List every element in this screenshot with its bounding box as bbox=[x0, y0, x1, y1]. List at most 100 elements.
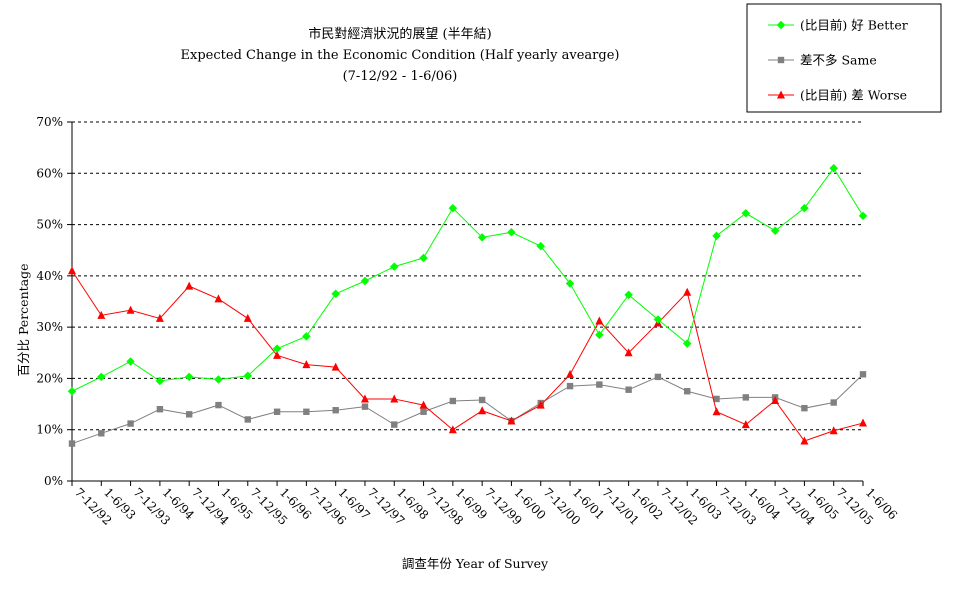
data-point bbox=[566, 382, 574, 390]
data-point bbox=[507, 416, 516, 425]
data-point bbox=[273, 350, 282, 359]
series-line bbox=[71, 167, 864, 392]
legend-label: (比目前) 差 Worse bbox=[800, 88, 907, 103]
y-axis: 0% 10% 20% 30% 40% 50% 60% 70% bbox=[36, 115, 73, 488]
data-point bbox=[185, 411, 193, 418]
data-point bbox=[771, 395, 780, 404]
data-point bbox=[302, 332, 311, 341]
data-point bbox=[448, 425, 457, 434]
y-tick-label: 40% bbox=[36, 269, 63, 283]
data-point bbox=[68, 440, 76, 447]
data-point bbox=[303, 408, 310, 415]
data-point bbox=[596, 381, 603, 388]
data-point bbox=[536, 241, 546, 251]
data-point bbox=[98, 430, 105, 437]
data-point bbox=[155, 376, 165, 386]
data-point bbox=[155, 313, 164, 322]
data-point bbox=[361, 403, 369, 410]
data-point bbox=[214, 375, 223, 384]
chart-subtitle: Expected Change in the Economic Conditio… bbox=[181, 48, 620, 63]
data-point bbox=[829, 163, 839, 173]
data-point bbox=[683, 287, 692, 296]
legend-item: (比目前) 差 Worse bbox=[768, 88, 907, 103]
data-point bbox=[419, 400, 428, 409]
data-point bbox=[185, 281, 194, 290]
data-point bbox=[331, 362, 340, 371]
data-point bbox=[360, 394, 369, 403]
data-point bbox=[713, 395, 720, 403]
legend: (比目前) 好 Better 差不多 Same (比目前) 差 Worse bbox=[746, 3, 942, 113]
legend-item: (比目前) 好 Better bbox=[768, 18, 908, 33]
gridlines bbox=[72, 121, 863, 431]
data-point bbox=[829, 426, 838, 435]
data-point bbox=[391, 421, 398, 428]
data-point bbox=[419, 253, 428, 263]
data-point bbox=[389, 262, 399, 271]
data-point bbox=[742, 394, 750, 401]
data-point bbox=[859, 371, 867, 378]
x-axis-title: 調查年份 Year of Survey bbox=[402, 556, 549, 571]
y-tick-label: 10% bbox=[36, 423, 63, 437]
data-point bbox=[536, 400, 545, 409]
data-point bbox=[477, 233, 487, 242]
y-axis-title: 百分比 Percentage bbox=[16, 263, 31, 376]
data-point bbox=[244, 416, 251, 423]
data-point bbox=[859, 418, 867, 427]
data-point bbox=[360, 276, 370, 286]
data-point bbox=[214, 294, 223, 303]
data-point bbox=[68, 266, 76, 275]
data-point bbox=[595, 316, 604, 325]
data-point bbox=[302, 360, 311, 369]
data-point bbox=[654, 373, 662, 381]
data-point bbox=[858, 211, 868, 221]
data-point bbox=[331, 289, 341, 299]
data-point bbox=[448, 203, 458, 213]
series-2 bbox=[68, 266, 867, 445]
data-point bbox=[770, 226, 780, 236]
chart-period: (7-12/92 - 1-6/06) bbox=[343, 69, 458, 84]
data-point bbox=[332, 407, 339, 414]
data-point bbox=[449, 397, 457, 405]
series-lines bbox=[67, 163, 868, 447]
data-point bbox=[712, 407, 721, 416]
data-point bbox=[624, 290, 633, 300]
data-point bbox=[800, 436, 809, 445]
data-point bbox=[653, 315, 663, 324]
data-point bbox=[478, 396, 486, 404]
data-point bbox=[126, 357, 135, 366]
legend-marker bbox=[777, 90, 785, 99]
legend-label: (比目前) 好 Better bbox=[800, 18, 908, 33]
data-point bbox=[684, 388, 691, 395]
legend-marker bbox=[777, 56, 785, 64]
data-point bbox=[566, 369, 575, 378]
data-point bbox=[624, 348, 633, 357]
data-point bbox=[215, 401, 222, 409]
data-point bbox=[830, 399, 837, 406]
y-tick-label: 0% bbox=[44, 474, 63, 488]
data-point bbox=[243, 313, 252, 322]
legend-marker bbox=[776, 20, 786, 30]
y-tick-label: 60% bbox=[36, 166, 63, 180]
series-line bbox=[71, 373, 864, 445]
chart-title: 市民對經濟狀況的展望 (半年結) bbox=[308, 26, 491, 42]
data-point bbox=[273, 408, 281, 415]
data-point bbox=[390, 394, 399, 403]
y-tick-label: 20% bbox=[36, 371, 63, 385]
legend-item: 差不多 Same bbox=[768, 53, 877, 68]
legend-label: 差不多 Same bbox=[800, 53, 877, 68]
data-point bbox=[712, 231, 721, 241]
data-point bbox=[741, 208, 751, 218]
y-tick-label: 70% bbox=[36, 115, 63, 129]
data-point bbox=[272, 344, 282, 354]
series-line bbox=[71, 270, 864, 442]
data-point bbox=[243, 371, 253, 381]
data-point bbox=[97, 310, 106, 319]
y-tick-label: 50% bbox=[36, 218, 63, 232]
data-point bbox=[96, 372, 106, 382]
data-point bbox=[741, 420, 750, 429]
data-point bbox=[625, 386, 632, 393]
data-point bbox=[801, 404, 808, 412]
data-point bbox=[565, 279, 575, 288]
data-point bbox=[127, 420, 134, 427]
